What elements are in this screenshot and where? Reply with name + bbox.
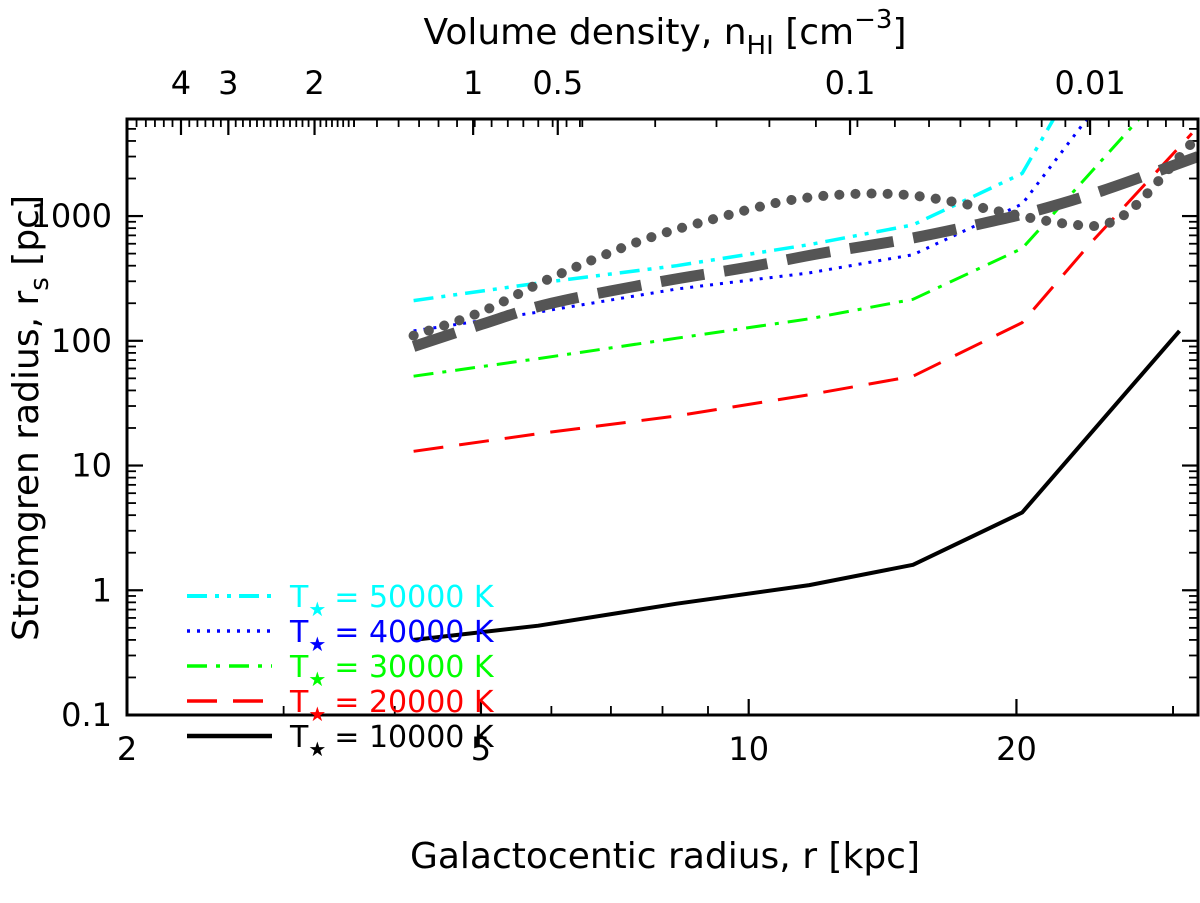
y-tick-label: 1: [92, 571, 112, 609]
legend-label-prefix: T: [289, 685, 309, 720]
series-line: [411, 151, 1198, 352]
legend-label-prefix: T: [289, 580, 309, 615]
top-axis-title-sup: −3: [854, 5, 892, 35]
legend-label: T★ = 40000 K: [289, 615, 495, 656]
legend: T★ = 50000 KT★ = 40000 KT★ = 30000 KT★ = 200…: [187, 580, 495, 761]
y-tick-label: 1000: [31, 197, 112, 235]
legend-label-star: ★: [308, 632, 326, 656]
y-axis-title-sub: s: [25, 277, 55, 291]
top-axis-title: Volume density, nHI [cm−3]: [424, 5, 907, 61]
y-axis-title-main: Strömgren radius, r: [6, 291, 47, 642]
legend-label-eq: = 10000 K: [334, 720, 495, 755]
top-tick-label: 3: [218, 64, 238, 102]
legend-label: T★ = 30000 K: [289, 650, 495, 691]
legend-label-prefix: T: [289, 615, 309, 650]
x-tick-label: 2: [117, 730, 137, 768]
top-axis-title-unit-open: [cm: [774, 12, 854, 53]
x-tick-label: 5: [471, 730, 491, 768]
top-tick-label: 0.1: [825, 64, 876, 102]
top-axis-title-unit-close: ]: [892, 12, 906, 53]
top-tick-label: 2: [304, 64, 324, 102]
legend-label-eq: = 20000 K: [334, 685, 495, 720]
y-axis-title: Strömgren radius, rs [pc]: [6, 195, 55, 641]
top-axis-title-main: Volume density, n: [424, 12, 747, 53]
plot-frame: [125, 117, 1200, 717]
y-tick-label: 100: [51, 322, 112, 360]
y-tick-label: 0.1: [61, 696, 112, 734]
legend-label: T★ = 50000 K: [289, 580, 495, 621]
y-tick-label: 10: [71, 447, 112, 485]
legend-label-prefix: T: [289, 650, 309, 685]
top-tick-label: 0.5: [532, 64, 583, 102]
legend-label-star: ★: [308, 667, 326, 691]
series-line: [408, 130, 1198, 341]
x-axis-title: Galactocentic radius, r [kpc]: [410, 836, 920, 877]
legend-label: T★ = 10000 K: [289, 720, 495, 761]
x-tick-label: 20: [996, 730, 1037, 768]
series-layer: [408, 119, 1198, 642]
legend-label-eq: = 30000 K: [334, 650, 495, 685]
legend-label: T★ = 20000 K: [289, 685, 495, 726]
top-axis-title-sub: HI: [747, 31, 774, 61]
legend-label-eq: = 50000 K: [334, 580, 495, 615]
series-line: [413, 132, 1194, 453]
y-axis-title-unit: [pc]: [6, 195, 47, 277]
top-tick-label: 1: [463, 64, 483, 102]
legend-label-eq: = 40000 K: [334, 615, 495, 650]
legend-label-star: ★: [308, 702, 326, 726]
top-tick-label: 0.01: [1054, 64, 1125, 102]
series-line: [413, 119, 1056, 303]
legend-label-star: ★: [308, 597, 326, 621]
x-tick-label: 10: [728, 730, 769, 768]
series-line: [413, 119, 1142, 378]
legend-label-star: ★: [308, 737, 326, 761]
series-line: [413, 329, 1182, 642]
tick-labels: 2 5 10 20 0.1 1 10 100 1000 4 3 2 1 0.5 0.1 0.01: [31, 64, 1126, 768]
top-tick-label: 4: [171, 64, 191, 102]
legend-label-prefix: T: [289, 720, 309, 755]
